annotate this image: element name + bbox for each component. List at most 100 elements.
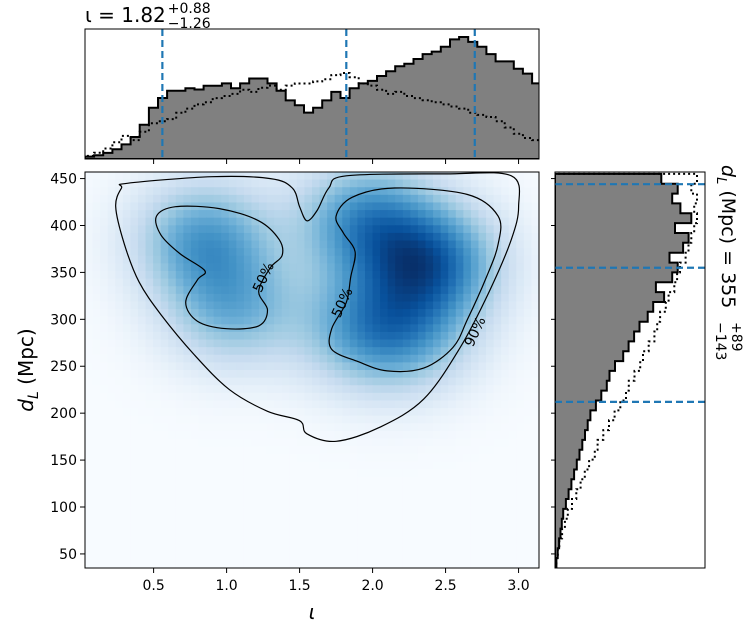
heatmap-cell <box>319 255 328 264</box>
heatmap-cell <box>417 172 427 181</box>
heatmap-cell <box>470 240 480 249</box>
heatmap-cell <box>486 271 495 280</box>
heatmap-cell <box>319 385 328 394</box>
heatmap-cell <box>274 248 283 257</box>
heatmap-cell <box>274 499 283 508</box>
heatmap-cell <box>448 293 457 303</box>
heatmap-cell <box>425 179 434 188</box>
heatmap-cell <box>334 217 343 226</box>
heatmap-cell <box>440 202 449 211</box>
heatmap-cell <box>243 438 253 447</box>
heatmap-cell <box>493 377 502 386</box>
heatmap-cell <box>243 385 253 394</box>
heatmap-cell <box>425 347 434 356</box>
heatmap-cell <box>259 248 268 257</box>
heatmap-cell <box>395 339 404 348</box>
heatmap-cell <box>319 438 328 447</box>
heatmap-cell <box>478 271 487 280</box>
heatmap-cell <box>463 408 472 417</box>
heatmap-cell <box>433 324 442 333</box>
heatmap-cell <box>107 248 116 257</box>
heatmap-cell <box>92 377 101 386</box>
heatmap-cell <box>289 187 298 196</box>
heatmap-cell <box>425 255 434 264</box>
heatmap-cell <box>137 172 147 181</box>
heatmap-cell <box>516 217 525 226</box>
heatmap-cell <box>425 187 434 196</box>
heatmap-cell <box>107 514 116 523</box>
heatmap-cell <box>380 522 389 531</box>
heatmap-cell <box>137 225 147 234</box>
heatmap-cell <box>501 377 510 386</box>
heatmap-cell <box>259 316 268 325</box>
heatmap-cell <box>92 537 101 546</box>
heatmap-cell <box>130 232 139 242</box>
heatmap-cell <box>304 309 313 318</box>
heatmap-cell <box>213 339 222 348</box>
heatmap-cell <box>304 423 313 432</box>
heatmap-cell <box>417 339 427 348</box>
heatmap-cell <box>433 377 442 386</box>
heatmap-cell <box>342 263 351 272</box>
heatmap-cell <box>259 187 268 196</box>
heatmap-cell <box>259 347 268 356</box>
heatmap-cell <box>296 271 306 280</box>
heatmap-cell <box>364 476 374 485</box>
heatmap-cell <box>523 522 533 531</box>
heatmap-cell <box>137 202 147 211</box>
heatmap-cell <box>266 377 275 386</box>
heatmap-cell <box>433 278 442 287</box>
heatmap-cell <box>440 522 449 531</box>
heatmap-cell <box>251 499 260 508</box>
heatmap-cell <box>493 392 502 402</box>
heatmap-cell <box>319 453 328 462</box>
heatmap-cell <box>122 187 131 196</box>
heatmap-cell <box>92 385 101 394</box>
heatmap-cell <box>493 423 502 432</box>
heatmap-cell <box>228 545 237 554</box>
heatmap-cell <box>417 240 427 249</box>
heatmap-cell <box>100 347 109 356</box>
heatmap-cell <box>107 446 116 455</box>
heatmap-cell <box>198 423 207 432</box>
heatmap-cell <box>380 316 389 325</box>
heatmap-cell <box>251 309 260 318</box>
heatmap-cell <box>236 537 245 546</box>
heatmap-cell <box>190 225 200 234</box>
heatmap-cell <box>190 385 200 394</box>
heatmap-cell <box>455 172 464 181</box>
heatmap-cell <box>342 453 351 462</box>
heatmap-cell <box>153 271 162 280</box>
heatmap-cell <box>372 278 381 287</box>
heatmap-cell <box>478 362 487 371</box>
heatmap-cell <box>266 293 275 303</box>
heatmap-cell <box>448 446 457 455</box>
heatmap-cell <box>523 286 533 295</box>
heatmap-cell <box>478 316 487 325</box>
heatmap-cell <box>417 560 427 568</box>
heatmap-cell <box>304 476 313 485</box>
heatmap-cell <box>523 408 533 417</box>
heatmap-cell <box>289 347 298 356</box>
heatmap-cell <box>190 453 200 462</box>
heatmap-cell <box>153 438 162 447</box>
y-axis-label: dL (Mpc) <box>14 328 42 411</box>
heatmap-cell <box>463 194 472 204</box>
heatmap-cell <box>153 248 162 257</box>
heatmap-cell <box>145 392 154 402</box>
heatmap-cell <box>122 324 131 333</box>
heatmap-cell <box>493 347 502 356</box>
heatmap-cell <box>251 354 260 363</box>
heatmap-cell <box>100 324 109 333</box>
heatmap-cell <box>107 423 116 432</box>
heatmap-cell <box>168 286 177 295</box>
heatmap-cell <box>145 484 154 493</box>
heatmap-cell <box>183 385 192 394</box>
heatmap-cell <box>470 172 480 181</box>
heatmap-cell <box>296 469 306 478</box>
heatmap-cell <box>228 217 237 226</box>
heatmap-cell <box>357 278 366 287</box>
heatmap-cell <box>334 430 343 440</box>
heatmap-cell <box>198 347 207 356</box>
heatmap-cell <box>349 286 358 295</box>
